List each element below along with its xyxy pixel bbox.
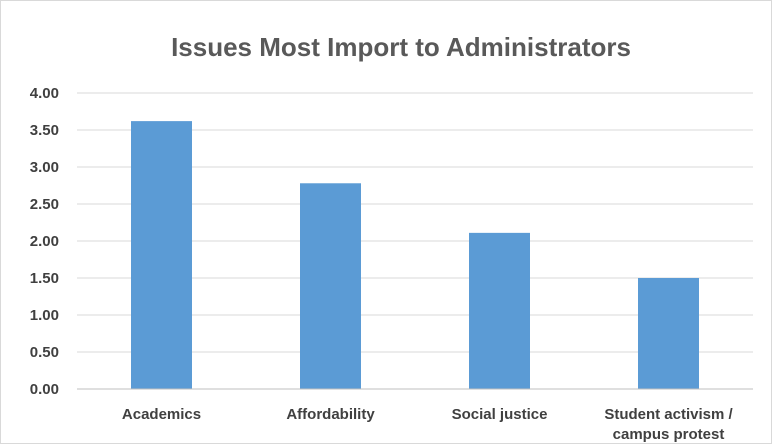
x-tick-label: Academics — [122, 406, 201, 423]
x-tick-label-line: Academics — [122, 406, 201, 423]
y-axis-ticks: 0.00 0.50 1.00 1.50 2.00 2.50 3.00 3.50 4.00 — [30, 85, 59, 398]
bar — [638, 278, 699, 389]
y-tick-label: 1.00 — [30, 307, 59, 324]
y-tick-label: 3.50 — [30, 122, 59, 139]
bar — [469, 232, 530, 389]
y-tick-label: 4.00 — [30, 85, 59, 102]
y-tick-label: 0.00 — [30, 381, 59, 398]
bar — [300, 183, 361, 389]
chart-title: Issues Most Import to Administrators — [171, 32, 631, 62]
y-tick-label: 1.50 — [30, 270, 59, 287]
bar — [131, 121, 192, 390]
y-tick-label: 0.50 — [30, 344, 59, 361]
x-tick-label-line: Student activism / — [604, 406, 733, 423]
x-tick-label: Social justice — [452, 406, 548, 423]
y-tick-label: 2.50 — [30, 196, 59, 213]
y-tick-label: 2.00 — [30, 233, 59, 250]
y-tick-label: 3.00 — [30, 159, 59, 176]
x-tick-label-line: Social justice — [452, 406, 548, 423]
x-tick-label: Student activism / campus protest — [604, 406, 733, 443]
x-tick-label-line: Affordability — [286, 406, 375, 423]
x-axis-labels: Academics Affordability Social justice Stud… — [122, 406, 734, 443]
x-tick-label-line: campus protest — [613, 426, 725, 443]
bars — [131, 121, 699, 390]
x-tick-label: Affordability — [286, 406, 375, 423]
